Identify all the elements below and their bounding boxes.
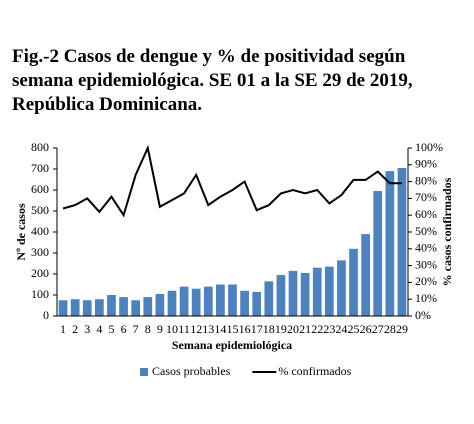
x-tick-label: 12 <box>190 322 202 336</box>
legend-swatch <box>140 368 148 376</box>
y-tick-label: 400 <box>31 224 49 238</box>
y2-tick-label: 60% <box>415 207 437 221</box>
x-tick-label: 5 <box>108 322 114 336</box>
y-tick-label: 300 <box>31 245 49 259</box>
bar <box>119 297 128 316</box>
y-tick-label: 0 <box>43 308 49 322</box>
bar <box>324 266 334 316</box>
x-tick-label: 28 <box>384 322 396 336</box>
legend-label: % confirmados <box>278 364 351 378</box>
x-tick-label: 29 <box>396 322 408 336</box>
y-tick-label: 600 <box>31 182 49 196</box>
bar <box>191 288 201 316</box>
x-tick-label: 17 <box>251 322 263 336</box>
y2-tick-label: 0% <box>415 308 431 322</box>
x-tick-label: 9 <box>157 322 163 336</box>
bar <box>216 284 225 316</box>
bar <box>228 284 237 316</box>
x-tick-label: 10 <box>166 322 178 336</box>
y2-tick-label: 20% <box>415 274 437 288</box>
x-tick-label: 6 <box>121 322 127 336</box>
x-tick-label: 25 <box>348 322 360 336</box>
bar <box>203 286 213 316</box>
bar <box>167 290 177 316</box>
y-tick-label: 800 <box>31 140 49 154</box>
y2-tick-label: 10% <box>415 291 437 305</box>
x-tick-label: 23 <box>323 322 335 336</box>
bar <box>337 260 346 316</box>
x-tick-label: 4 <box>96 322 102 336</box>
y-tick-label: 200 <box>31 266 49 280</box>
y2-tick-label: 80% <box>415 173 437 187</box>
bar <box>143 297 153 316</box>
bar <box>385 171 395 316</box>
bar <box>252 291 262 316</box>
x-tick-label: 1 <box>60 322 66 336</box>
x-tick-label: 21 <box>299 322 311 336</box>
bar <box>264 281 274 316</box>
bar <box>95 299 104 316</box>
legend-label: Casos probables <box>152 364 231 378</box>
y2-tick-label: 90% <box>415 157 437 171</box>
x-tick-label: 13 <box>202 322 214 336</box>
x-tick-label: 18 <box>263 322 275 336</box>
bar <box>179 286 189 316</box>
bar <box>82 300 92 316</box>
bar <box>397 167 407 316</box>
y2-tick-label: 70% <box>415 190 437 204</box>
x-tick-label: 19 <box>275 322 287 336</box>
x-tick-label: 22 <box>311 322 323 336</box>
bar <box>240 290 249 316</box>
bar <box>276 275 286 316</box>
bar <box>131 300 141 316</box>
bar <box>349 248 358 316</box>
y2-tick-label: 100% <box>415 140 443 154</box>
x-tick-label: 26 <box>360 322 372 336</box>
bar <box>70 299 80 316</box>
bar <box>373 191 383 316</box>
x-tick-label: 24 <box>335 322 347 336</box>
x-tick-label: 20 <box>287 322 299 336</box>
x-tick-label: 16 <box>239 322 251 336</box>
chart-title: semana epidemiológica. SE 01 a la SE 29 … <box>12 70 413 91</box>
x-tick-label: 14 <box>214 322 226 336</box>
x-tick-label: 15 <box>227 322 239 336</box>
bar <box>155 293 165 316</box>
chart-title: Fig.-2 Casos de dengue y % de positivida… <box>12 46 406 67</box>
y-tick-label: 500 <box>31 203 49 217</box>
bar <box>300 272 310 316</box>
x-tick-label: 8 <box>145 322 151 336</box>
y-axis-title: Nº de casos <box>14 203 28 261</box>
x-tick-label: 27 <box>372 322 384 336</box>
bar <box>107 295 116 316</box>
chart-title: República Dominicana. <box>12 94 202 115</box>
bar <box>312 267 322 316</box>
y-tick-label: 100 <box>31 287 49 301</box>
y2-tick-label: 40% <box>415 241 437 255</box>
x-tick-label: 3 <box>84 322 90 336</box>
bar <box>288 270 298 316</box>
bar <box>58 300 68 316</box>
x-axis-title: Semana epidemiológica <box>172 338 292 352</box>
y2-axis-title: % casos confirmados <box>440 177 454 286</box>
bar <box>361 234 370 316</box>
x-tick-label: 7 <box>133 322 139 336</box>
y2-tick-label: 50% <box>415 224 437 238</box>
x-tick-label: 2 <box>72 322 78 336</box>
line <box>62 144 402 218</box>
x-tick-label: 11 <box>178 322 190 336</box>
y2-tick-label: 30% <box>415 257 437 271</box>
y-tick-label: 700 <box>31 161 49 175</box>
